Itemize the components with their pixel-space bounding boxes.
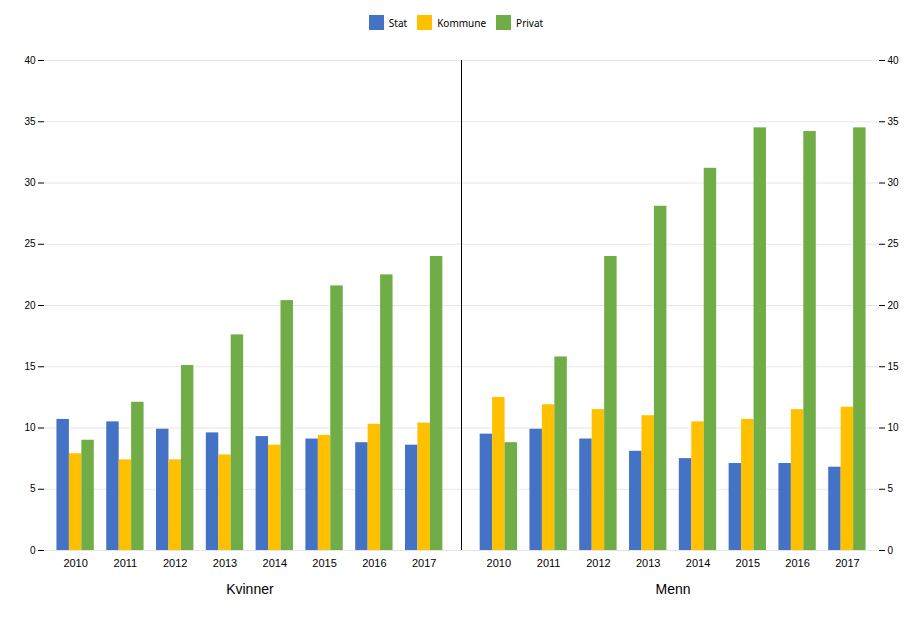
svg-text:2011: 2011	[537, 557, 561, 569]
svg-text:35: 35	[24, 116, 36, 127]
svg-text:0: 0	[30, 545, 36, 556]
svg-text:2015: 2015	[312, 557, 336, 569]
svg-text:2015: 2015	[736, 557, 760, 569]
svg-text:25: 25	[888, 238, 900, 249]
svg-text:2017: 2017	[412, 557, 436, 569]
html-text:Kommune: Kommune	[437, 15, 487, 30]
svg-text:5: 5	[888, 483, 894, 494]
svg-text:Menn: Menn	[656, 581, 691, 597]
svg-text:35: 35	[888, 116, 900, 127]
svg-text:5: 5	[30, 483, 36, 494]
svg-text:2014: 2014	[263, 557, 287, 569]
html-text:Stat: Stat	[388, 15, 408, 30]
svg-text:30: 30	[888, 177, 900, 188]
svg-text:40: 40	[888, 55, 900, 66]
svg-text:0: 0	[888, 545, 894, 556]
svg-text:20: 20	[888, 300, 900, 311]
svg-text:2016: 2016	[785, 557, 809, 569]
svg-text:15: 15	[888, 361, 900, 372]
svg-text:10: 10	[24, 422, 36, 433]
svg-text:10: 10	[888, 422, 900, 433]
svg-text:2013: 2013	[213, 557, 237, 569]
svg-text:20: 20	[24, 300, 36, 311]
svg-text:Kvinner: Kvinner	[226, 581, 274, 597]
svg-text:2010: 2010	[487, 557, 511, 569]
svg-text:40: 40	[24, 55, 36, 66]
svg-text:2016: 2016	[362, 557, 386, 569]
svg-text:2010: 2010	[63, 557, 87, 569]
svg-text:2012: 2012	[586, 557, 610, 569]
svg-text:2012: 2012	[163, 557, 187, 569]
svg-text:2014: 2014	[686, 557, 710, 569]
svg-text:2013: 2013	[636, 557, 660, 569]
html-text:Privat: Privat	[516, 15, 544, 30]
svg-text:2011: 2011	[114, 557, 138, 569]
svg-text:25: 25	[24, 238, 36, 249]
svg-text:2017: 2017	[835, 557, 859, 569]
svg-text:15: 15	[24, 361, 36, 372]
svg-text:30: 30	[24, 177, 36, 188]
